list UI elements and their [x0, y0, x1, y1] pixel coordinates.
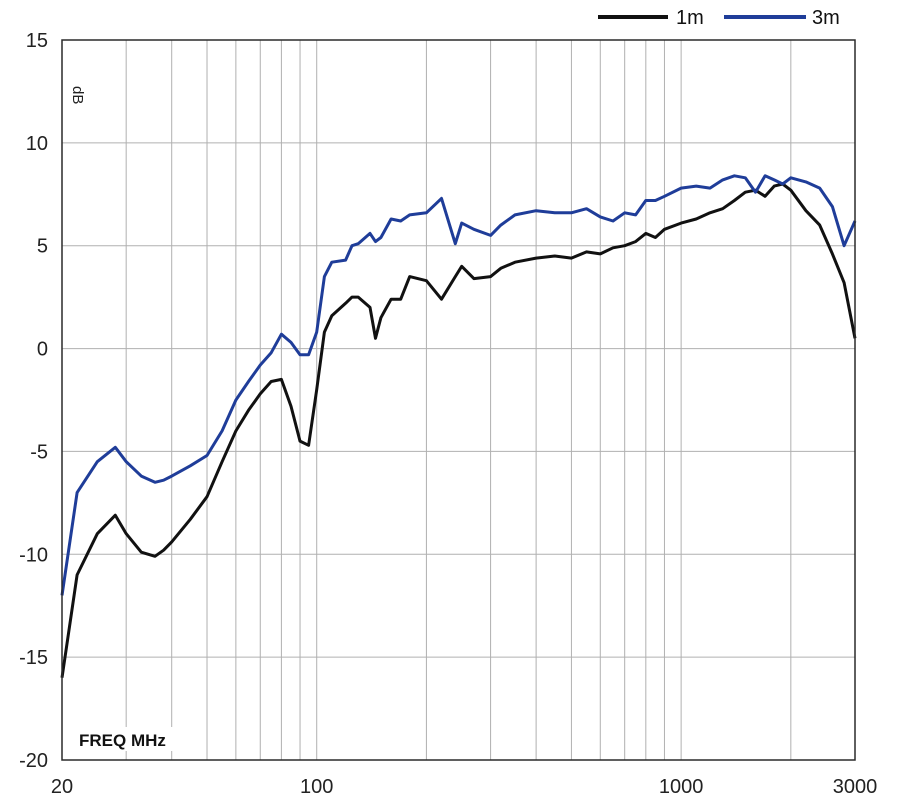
- y-tick-label: -15: [19, 647, 48, 669]
- legend: 1m 3m: [598, 7, 840, 29]
- y-tick-label: -20: [19, 750, 48, 772]
- y-tick-labels: 15 10 5 0 -5 -10 -15 -20: [19, 30, 48, 772]
- x-tick-label: 3000: [833, 776, 878, 798]
- series-line-1m: [60, 182, 857, 678]
- y-tick-label: 15: [26, 30, 48, 52]
- y-tick-label: -10: [19, 544, 48, 566]
- y-tick-label: 5: [37, 236, 48, 258]
- x-tick-labels: 20 100 1000 3000: [51, 776, 877, 798]
- y-tick-label: 10: [26, 133, 48, 155]
- legend-label-1m: 1m: [676, 7, 704, 29]
- legend-label-3m: 3m: [812, 7, 840, 29]
- grid-lines: [62, 40, 855, 760]
- y-tick-label: 0: [37, 339, 48, 361]
- x-tick-label: 100: [300, 776, 333, 798]
- x-tick-label: 20: [51, 776, 73, 798]
- x-tick-label: 1000: [659, 776, 704, 798]
- xlabel-backdrop: [74, 727, 198, 751]
- y-tick-label: -5: [30, 441, 48, 463]
- y-axis-label: dB: [69, 86, 86, 104]
- series-lines: [60, 174, 857, 678]
- x-axis-label: FREQ MHz: [79, 731, 166, 750]
- series-line-3m: [60, 174, 857, 596]
- plot-frame: [61, 39, 856, 761]
